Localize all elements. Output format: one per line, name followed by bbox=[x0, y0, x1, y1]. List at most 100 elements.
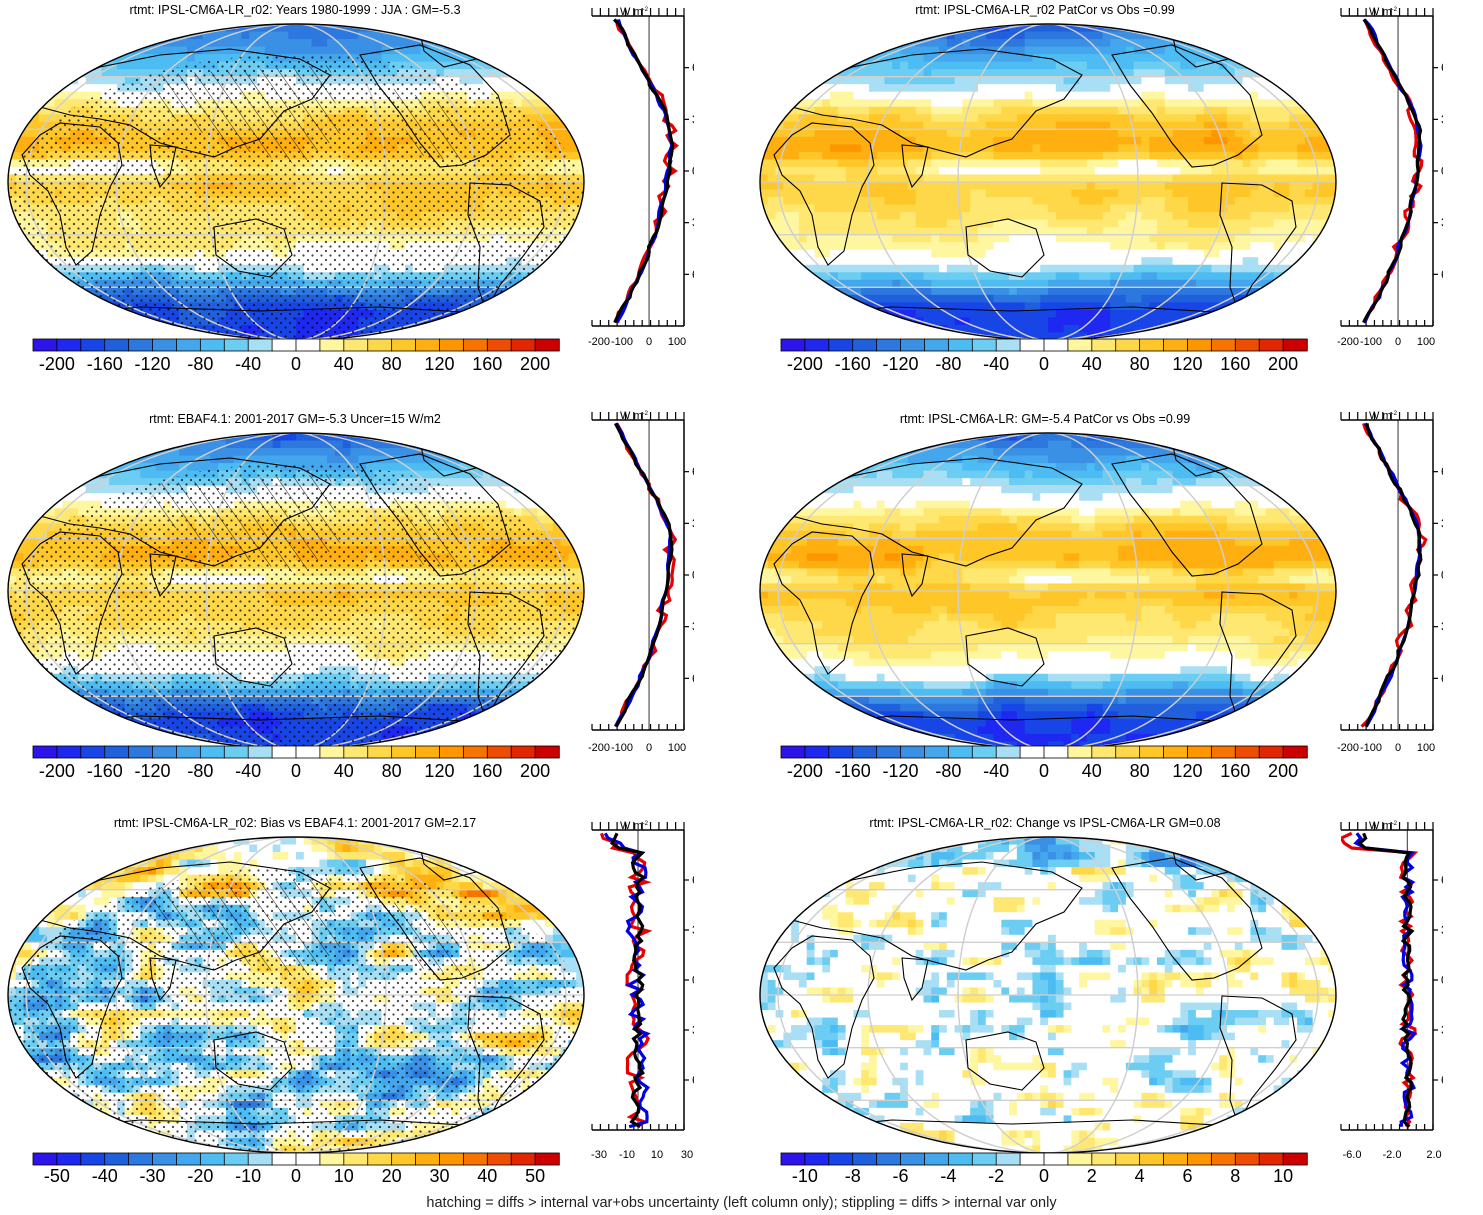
colorbar-tick-label: -10 bbox=[235, 1166, 262, 1186]
colorbar-tick-label: 200 bbox=[1268, 354, 1299, 374]
colorbar-labels: -10 -8 -6 -4 -2 0 2 4 6 8 10 bbox=[780, 1166, 1308, 1188]
colorbar-swatch bbox=[947, 745, 973, 759]
profile-tick-label: 2.0 bbox=[1426, 1149, 1442, 1161]
latitude-label: 30N bbox=[1441, 112, 1443, 126]
colorbar-swatch bbox=[1163, 745, 1189, 759]
colorbar-tick-label: 40 bbox=[1081, 354, 1102, 374]
colorbar-tick-label: 160 bbox=[472, 761, 503, 781]
colorbar-swatch bbox=[1234, 745, 1260, 759]
colorbar-swatch bbox=[1115, 338, 1141, 352]
profile-line bbox=[1363, 18, 1423, 324]
colorbar-swatch bbox=[104, 745, 130, 759]
colorbar-swatch bbox=[415, 745, 441, 759]
profile-unit-label: W m-2 bbox=[620, 410, 649, 422]
colorbar-swatch bbox=[295, 1152, 321, 1166]
colorbar-swatch bbox=[1019, 338, 1045, 352]
graticule bbox=[760, 433, 1336, 749]
colorbar-swatch bbox=[828, 1152, 854, 1166]
colorbar-swatch bbox=[415, 1152, 441, 1166]
colorbar-swatch bbox=[343, 338, 369, 352]
colorbar-swatch bbox=[199, 338, 225, 352]
global-map bbox=[759, 432, 1337, 750]
colorbar-swatch bbox=[343, 745, 369, 759]
colorbar-swatch bbox=[32, 338, 58, 352]
colorbar-swatch bbox=[462, 338, 488, 352]
colorbar-swatch bbox=[1210, 338, 1236, 352]
colorbar-swatch bbox=[1258, 745, 1284, 759]
colorbar-swatch bbox=[367, 745, 393, 759]
latitude-label: 30S bbox=[692, 1023, 694, 1037]
colorbar-swatch bbox=[223, 745, 249, 759]
colorbar-swatch bbox=[995, 745, 1021, 759]
colorbar-tick-label: 120 bbox=[424, 354, 455, 374]
zonal-mean-profile: W m-2 60N 30N 0 30S 60S bbox=[1340, 410, 1443, 731]
latitude-label: 30S bbox=[692, 620, 694, 634]
coastline bbox=[965, 218, 1045, 278]
colorbar-swatch bbox=[1067, 1152, 1093, 1166]
profile-line bbox=[615, 18, 674, 324]
colorbar-swatch bbox=[1210, 1152, 1236, 1166]
colorbar-tick-label: 10 bbox=[1273, 1166, 1294, 1186]
zonal-mean-profile: W m-2 60N 30N 0 30S 60S bbox=[591, 6, 694, 327]
profile-axes bbox=[1340, 412, 1438, 731]
latitude-label: 60N bbox=[1441, 465, 1443, 479]
colorbar-tick-label: 80 bbox=[1129, 354, 1150, 374]
profile-axes bbox=[591, 8, 689, 327]
colorbar-tick-label: 50 bbox=[525, 1166, 546, 1186]
coastline bbox=[790, 48, 1083, 158]
colorbar-swatch bbox=[104, 1152, 130, 1166]
coastline bbox=[901, 957, 929, 1002]
latitude-label: 60S bbox=[692, 1073, 694, 1087]
colorbar-swatch bbox=[510, 338, 536, 352]
colorbar-tick-label: -200 bbox=[786, 354, 823, 374]
latitude-label: 30N bbox=[692, 923, 694, 937]
latitude-label: 0 bbox=[1441, 164, 1443, 178]
colorbar-tick-label: 0 bbox=[1038, 1166, 1050, 1186]
colorbar-tick-label: -160 bbox=[86, 761, 123, 781]
global-map bbox=[7, 23, 585, 341]
colorbar-tick-label: 30 bbox=[429, 1166, 450, 1186]
colorbar-swatch bbox=[1043, 1152, 1069, 1166]
colorbar-tick-label: -120 bbox=[134, 354, 171, 374]
profile-line bbox=[1362, 18, 1423, 324]
panel-title: rtmt: IPSL-CM6A-LR_r02 PatCor vs Obs =0.… bbox=[915, 3, 1175, 17]
colorbar-tick-label: 120 bbox=[424, 761, 455, 781]
coastline bbox=[965, 627, 1045, 687]
colorbar bbox=[780, 1152, 1308, 1166]
colorbar-swatch bbox=[343, 1152, 369, 1166]
profile-line bbox=[1357, 832, 1415, 1128]
colorbar-swatch bbox=[56, 1152, 82, 1166]
colorbar-tick-label: 80 bbox=[381, 761, 402, 781]
colorbar-swatch bbox=[534, 1152, 560, 1166]
profile-tick-label: -100 bbox=[1359, 336, 1383, 348]
latitude-label: 30N bbox=[692, 112, 694, 126]
colorbar-swatch bbox=[1067, 338, 1093, 352]
global-map bbox=[7, 432, 585, 750]
colorbar-tick-label: 40 bbox=[1081, 761, 1102, 781]
colorbar-swatch bbox=[804, 745, 830, 759]
colorbar-swatch bbox=[415, 338, 441, 352]
colorbar-tick-label: 160 bbox=[1220, 354, 1251, 374]
profile-unit-label: W m-2 bbox=[1369, 410, 1398, 422]
figure-footnote: hatching = diffs > internal var+obs unce… bbox=[426, 1195, 1057, 1211]
colorbar-swatch bbox=[1282, 745, 1308, 759]
colorbar-tick-label: 2 bbox=[1086, 1166, 1097, 1186]
profile-tick-label: -2.0 bbox=[1382, 1149, 1402, 1161]
colorbar-tick-label: -160 bbox=[86, 354, 123, 374]
colorbar-swatch bbox=[391, 338, 417, 352]
panel-title: rtmt: IPSL-CM6A-LR_r02: Years 1980-1999 … bbox=[129, 3, 461, 17]
colorbar-swatch bbox=[152, 338, 178, 352]
colorbar-swatch bbox=[900, 745, 926, 759]
colorbar-tick-label: -10 bbox=[791, 1166, 818, 1186]
colorbar-tick-label: -6 bbox=[892, 1166, 909, 1186]
latitude-label: 30S bbox=[1441, 620, 1443, 634]
profile-line bbox=[613, 422, 678, 728]
colorbar-swatch bbox=[247, 745, 273, 759]
colorbar-swatch bbox=[439, 1152, 465, 1166]
colorbar-swatch bbox=[439, 745, 465, 759]
colorbar-tick-label: -40 bbox=[983, 761, 1010, 781]
colorbar-swatch bbox=[1210, 745, 1236, 759]
colorbar-swatch bbox=[1043, 338, 1069, 352]
colorbar-swatch bbox=[804, 1152, 830, 1166]
latitude-label: 30S bbox=[692, 216, 694, 230]
